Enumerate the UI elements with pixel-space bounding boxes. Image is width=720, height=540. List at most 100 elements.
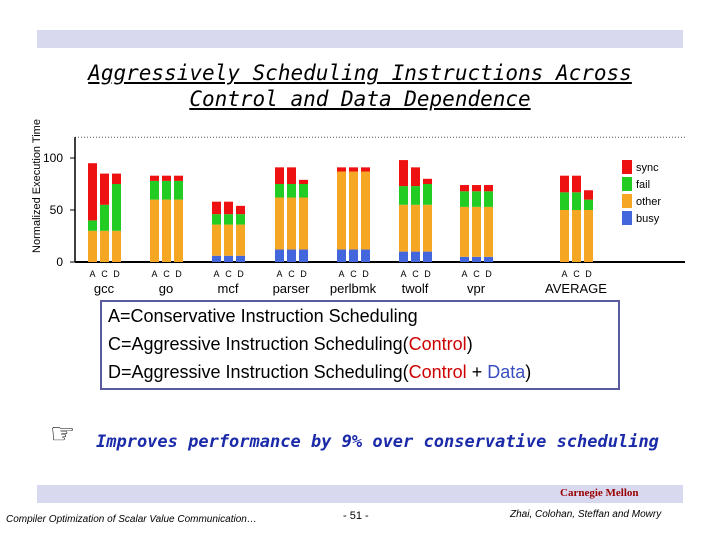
- bar-segment-fail: [411, 186, 420, 205]
- pointing-hand-icon: ☞: [50, 418, 76, 449]
- definition-c: C=Aggressive Instruction Scheduling(Cont…: [108, 334, 473, 354]
- group-label: gcc: [94, 281, 115, 296]
- bar-segment-fail: [100, 204, 109, 231]
- bar-segment-busy: [460, 256, 469, 262]
- bar-label: C: [350, 269, 357, 279]
- organization-name: Carnegie Mellon: [560, 487, 639, 499]
- legend-swatch-sync: [622, 160, 632, 174]
- bar-segment-fail: [423, 184, 432, 205]
- legend-label-other: other: [636, 196, 661, 208]
- bar-segment-sync: [224, 201, 233, 215]
- group-label: mcf: [218, 281, 239, 296]
- bar-segment-fail: [224, 214, 233, 225]
- bar-segment-other: [224, 224, 233, 256]
- bar-segment-sync: [572, 175, 581, 193]
- bar-label: A: [89, 269, 95, 279]
- bar-label: D: [585, 269, 592, 279]
- bar-segment-fail: [287, 184, 296, 198]
- bar-segment-sync: [484, 185, 493, 192]
- bar-segment-fail: [236, 214, 245, 225]
- group-label: AVERAGE: [545, 281, 607, 296]
- bar-segment-other: [112, 230, 121, 262]
- bar-segment-busy: [275, 249, 284, 262]
- bar-segment-other: [572, 210, 581, 262]
- bar-segment-other: [560, 210, 569, 262]
- bar-segment-fail: [399, 186, 408, 205]
- bar-segment-fail: [162, 180, 171, 200]
- bar-label: A: [400, 269, 406, 279]
- top-decoration-bar: [37, 30, 683, 48]
- bar-label: D: [113, 269, 120, 279]
- bar-segment-other: [584, 210, 593, 262]
- bar-segment-sync: [275, 167, 284, 184]
- bar-segment-other: [349, 171, 358, 250]
- bar-segment-busy: [472, 256, 481, 262]
- legend-swatch-other: [622, 194, 632, 208]
- bar-segment-fail: [88, 220, 97, 231]
- bar-label: D: [424, 269, 431, 279]
- bar-segment-busy: [423, 251, 432, 262]
- bar-segment-busy: [236, 255, 245, 262]
- bar-segment-other: [100, 230, 109, 262]
- bar-segment-other: [236, 224, 245, 256]
- bar-label: C: [573, 269, 580, 279]
- bar-segment-fail: [584, 199, 593, 210]
- bar-segment-sync: [150, 175, 159, 181]
- legend-label-busy: busy: [636, 213, 660, 225]
- bar-segment-other: [423, 204, 432, 252]
- group-label: twolf: [402, 281, 429, 296]
- bar-segment-fail: [150, 180, 159, 200]
- bar-segment-sync: [88, 163, 97, 221]
- bar-segment-other: [88, 230, 97, 262]
- bar-segment-sync: [236, 205, 245, 215]
- bar-segment-other: [361, 171, 370, 250]
- bar-segment-fail: [174, 180, 183, 200]
- y-tick-label: 100: [43, 151, 63, 165]
- bar-label: A: [461, 269, 467, 279]
- bar-segment-sync: [162, 175, 171, 181]
- bar-label: C: [412, 269, 419, 279]
- bar-segment-sync: [112, 173, 121, 184]
- bar-segment-fail: [560, 192, 569, 210]
- bar-segment-sync: [460, 185, 469, 192]
- bar-segment-busy: [287, 249, 296, 262]
- bar-label: D: [300, 269, 307, 279]
- bar-segment-busy: [361, 249, 370, 262]
- legend-swatch-fail: [622, 177, 632, 191]
- definition-a: A=Conservative Instruction Scheduling: [108, 306, 418, 326]
- bar-segment-busy: [484, 256, 493, 262]
- bar-label: C: [473, 269, 480, 279]
- bar-segment-other: [299, 197, 308, 250]
- bar-segment-other: [212, 224, 221, 256]
- bar-segment-other: [174, 199, 183, 262]
- bar-segment-busy: [299, 249, 308, 262]
- bar-segment-sync: [174, 175, 183, 181]
- bar-segment-fail: [299, 184, 308, 198]
- page-number: - 51 -: [343, 510, 369, 522]
- bar-label: C: [225, 269, 232, 279]
- bar-segment-sync: [423, 178, 432, 184]
- y-tick-label: 50: [50, 203, 64, 217]
- bar-segment-other: [472, 206, 481, 257]
- footer-authors: Zhai, Colohan, Steffan and Mowry: [510, 509, 662, 520]
- definition-box: A=Conservative Instruction Scheduling C=…: [100, 300, 620, 390]
- group-label: parser: [273, 281, 311, 296]
- bar-segment-busy: [399, 251, 408, 262]
- bar-segment-other: [399, 204, 408, 252]
- bar-segment-fail: [275, 184, 284, 198]
- bar-segment-busy: [337, 249, 346, 262]
- bar-label: A: [561, 269, 567, 279]
- bar-segment-other: [275, 197, 284, 250]
- bar-label: D: [362, 269, 369, 279]
- bar-segment-sync: [472, 185, 481, 192]
- bar-segment-busy: [411, 251, 420, 262]
- bar-segment-busy: [349, 249, 358, 262]
- slide-title: Aggressively Scheduling Instructions Acr…: [88, 61, 632, 111]
- footer-title: Compiler Optimization of Scalar Value Co…: [6, 514, 257, 525]
- bar-segment-sync: [361, 167, 370, 172]
- bar-segment-other: [162, 199, 171, 262]
- bar-segment-sync: [287, 167, 296, 184]
- bar-segment-other: [337, 171, 346, 250]
- bar-segment-sync: [212, 201, 221, 215]
